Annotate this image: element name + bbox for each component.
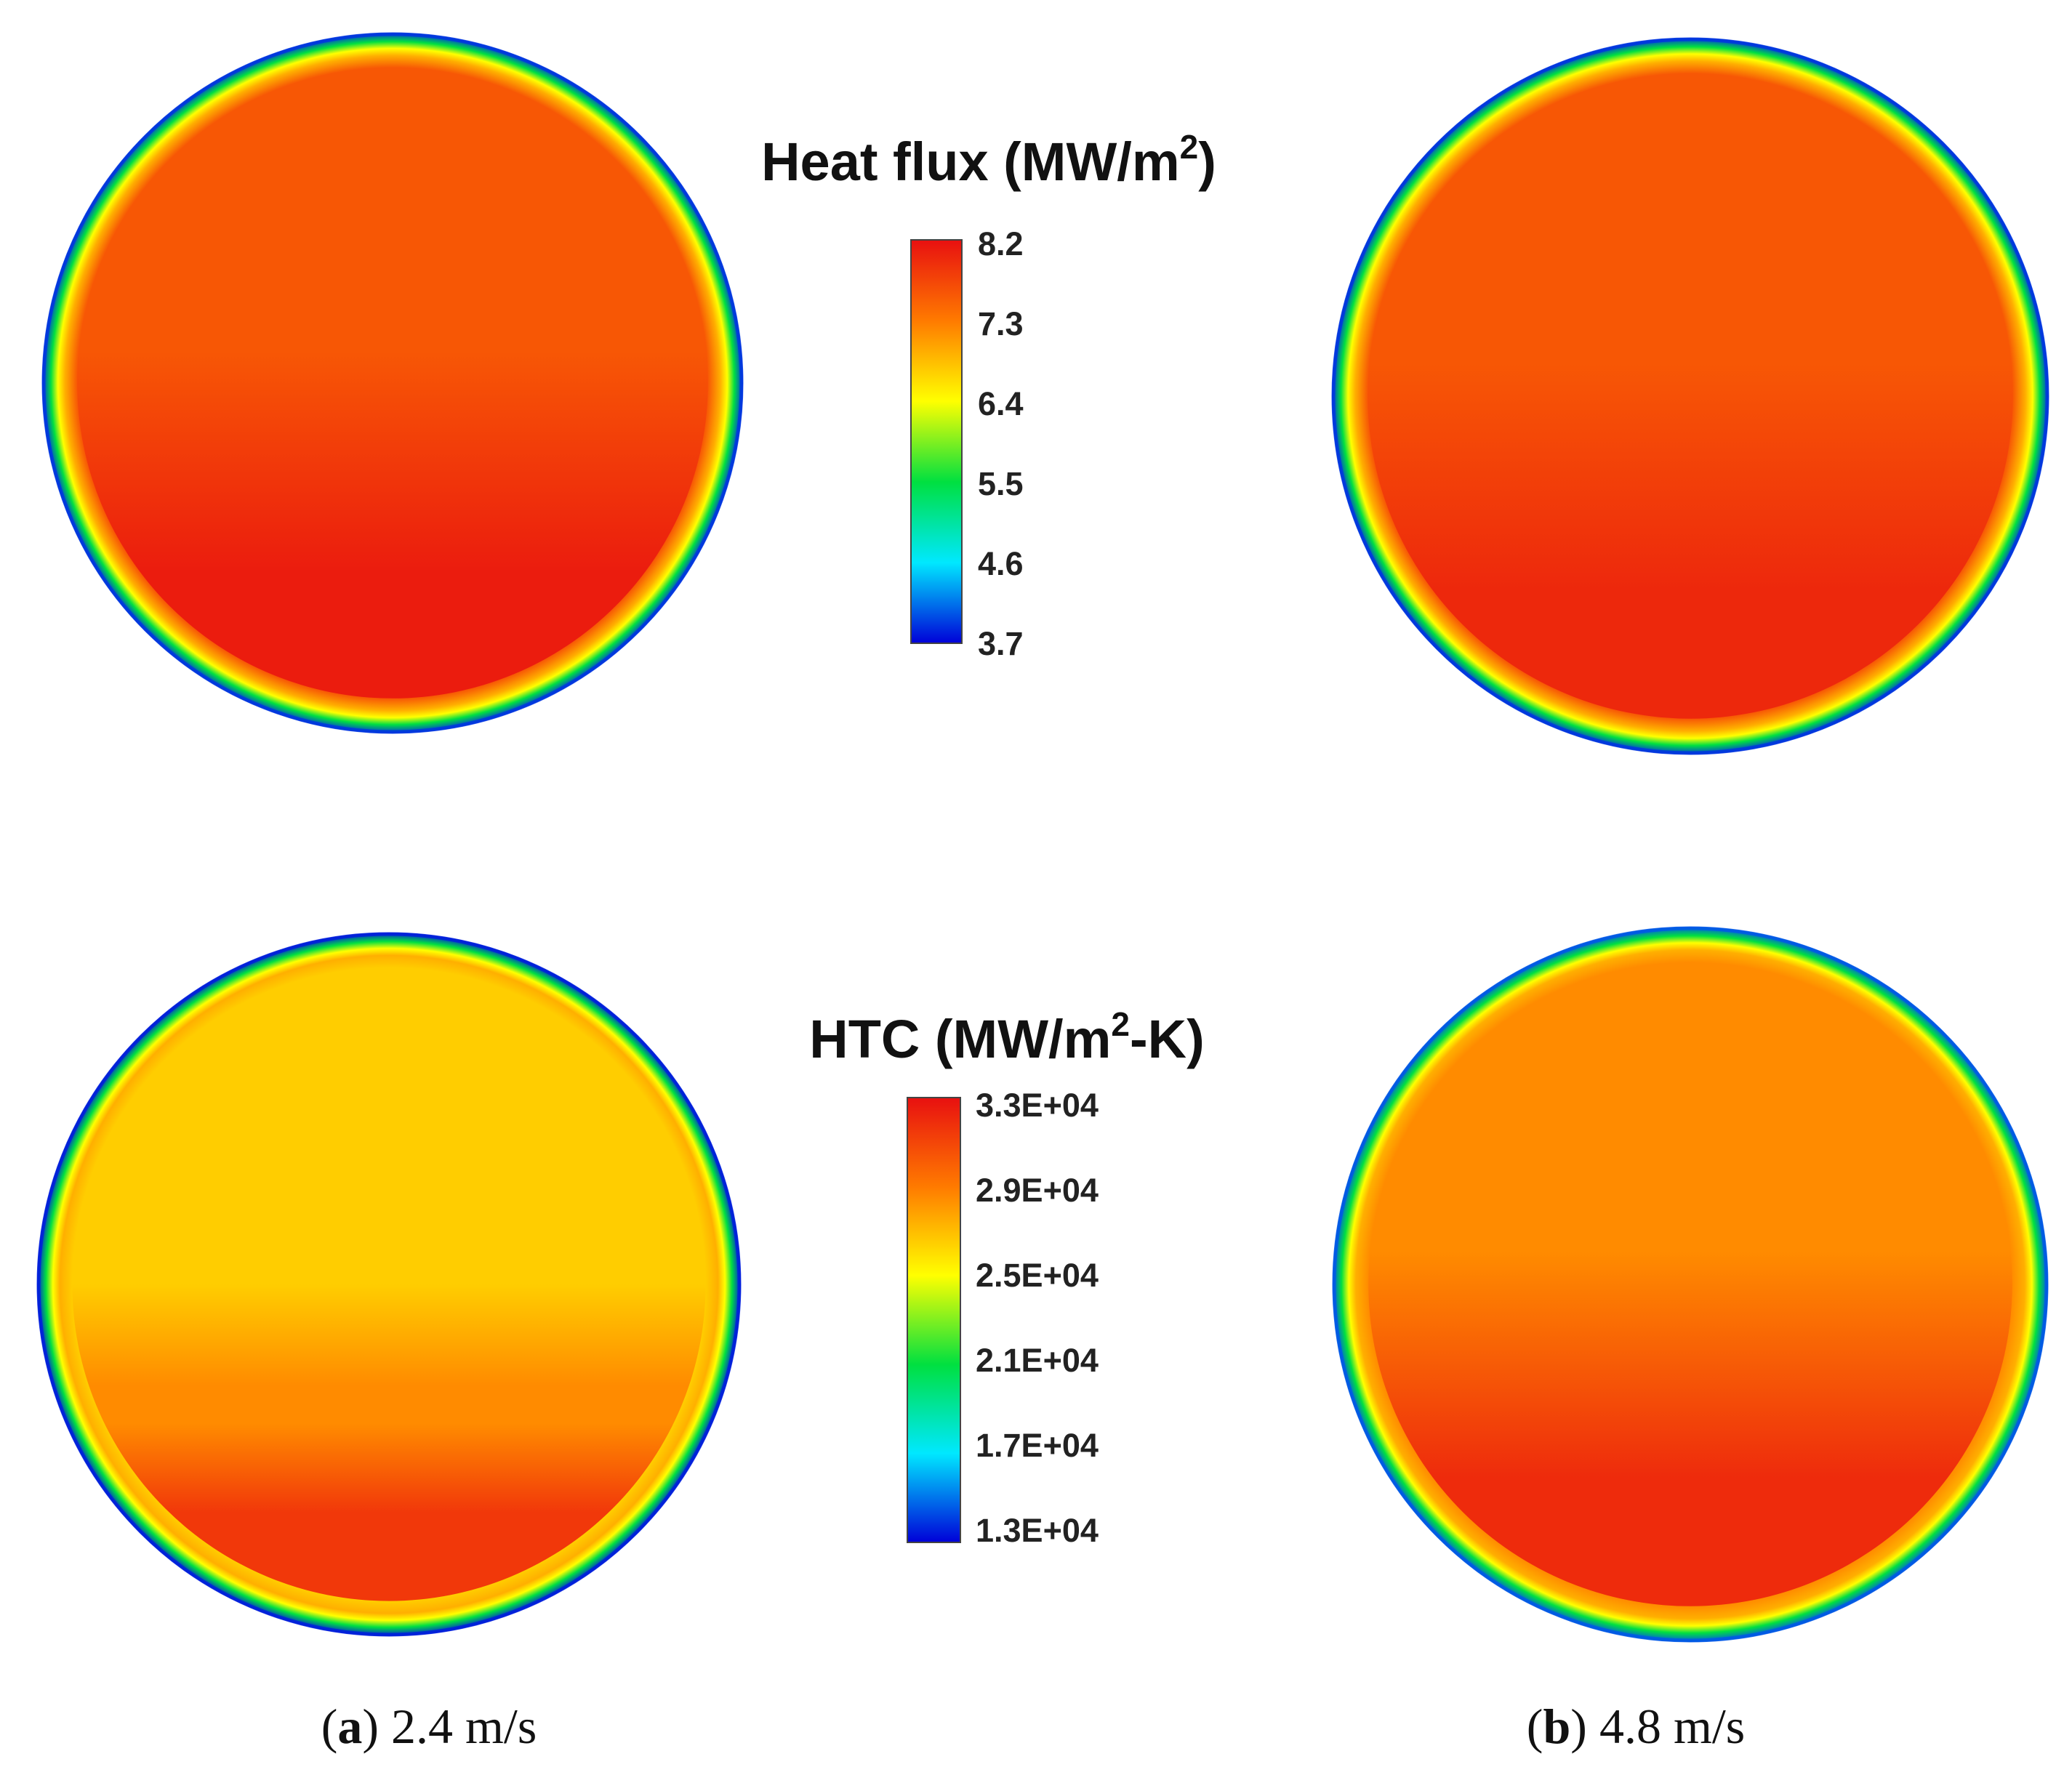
colorbar-tick-label: 6.4 — [978, 385, 1024, 422]
colorbar-tick-label: 5.5 — [978, 465, 1024, 502]
htc-title-sup: 2 — [1111, 1005, 1130, 1043]
caption-b-text: 4.8 m/s — [1599, 1699, 1745, 1754]
caption-b: (b) 4.8 m/s — [1527, 1699, 1745, 1754]
contour-core — [1368, 73, 2013, 719]
contour-rim — [1331, 37, 2049, 755]
heat-flux-colorbar-ticks: 8.2 7.3 6.4 5.5 4.6 3.7 — [978, 225, 1024, 662]
htc-colorbar — [907, 1097, 961, 1543]
contour-rim — [41, 32, 744, 734]
colorbar-tick-label: 2.9E+04 — [976, 1172, 1099, 1209]
heat-flux-title-end: ) — [1198, 132, 1216, 192]
colorbar-tick-label: 1.7E+04 — [976, 1427, 1099, 1464]
colorbar-tick-label: 4.6 — [978, 545, 1024, 582]
heat-flux-colorbar-title: Heat flux (MW/m2) — [761, 128, 1216, 192]
contour-core — [72, 967, 706, 1601]
caption-a-label: a — [337, 1699, 362, 1754]
htc-title-main: HTC (MW/m — [809, 1009, 1111, 1069]
htc-colorbar-title: HTC (MW/m2-K) — [809, 1005, 1204, 1069]
contour-core — [77, 68, 708, 699]
colorbar-tick-label: 7.3 — [978, 305, 1024, 342]
heat-flux-colorbar — [910, 239, 963, 644]
colorbar-tick-label: 2.5E+04 — [976, 1257, 1099, 1294]
contour-core — [1368, 962, 2012, 1606]
heat-flux-contour-a — [41, 32, 744, 734]
heat-flux-contour-b — [1331, 37, 2049, 755]
htc-colorbar-ticks: 3.3E+04 2.9E+04 2.5E+04 2.1E+04 1.7E+04 1.3E+… — [976, 1087, 1099, 1549]
contour-rim — [1332, 926, 2049, 1643]
htc-contour-b — [1332, 926, 2049, 1643]
caption-a: (a) 2.4 m/s — [321, 1699, 537, 1754]
colorbar-tick-label: 3.7 — [978, 625, 1024, 662]
heat-flux-title-sup: 2 — [1180, 128, 1199, 166]
htc-title-end: -K) — [1130, 1009, 1205, 1069]
colorbar-tick-label: 3.3E+04 — [976, 1087, 1099, 1124]
heat-flux-title-main: Heat flux (MW/m — [761, 132, 1180, 192]
caption-b-label: b — [1543, 1699, 1570, 1754]
colorbar-tick-label: 1.3E+04 — [976, 1512, 1099, 1549]
caption-a-text: 2.4 m/s — [391, 1699, 537, 1754]
htc-contour-a — [36, 932, 742, 1637]
contour-rim — [36, 932, 742, 1637]
colorbar-tick-label: 2.1E+04 — [976, 1342, 1099, 1379]
colorbar-tick-label: 8.2 — [978, 225, 1024, 262]
